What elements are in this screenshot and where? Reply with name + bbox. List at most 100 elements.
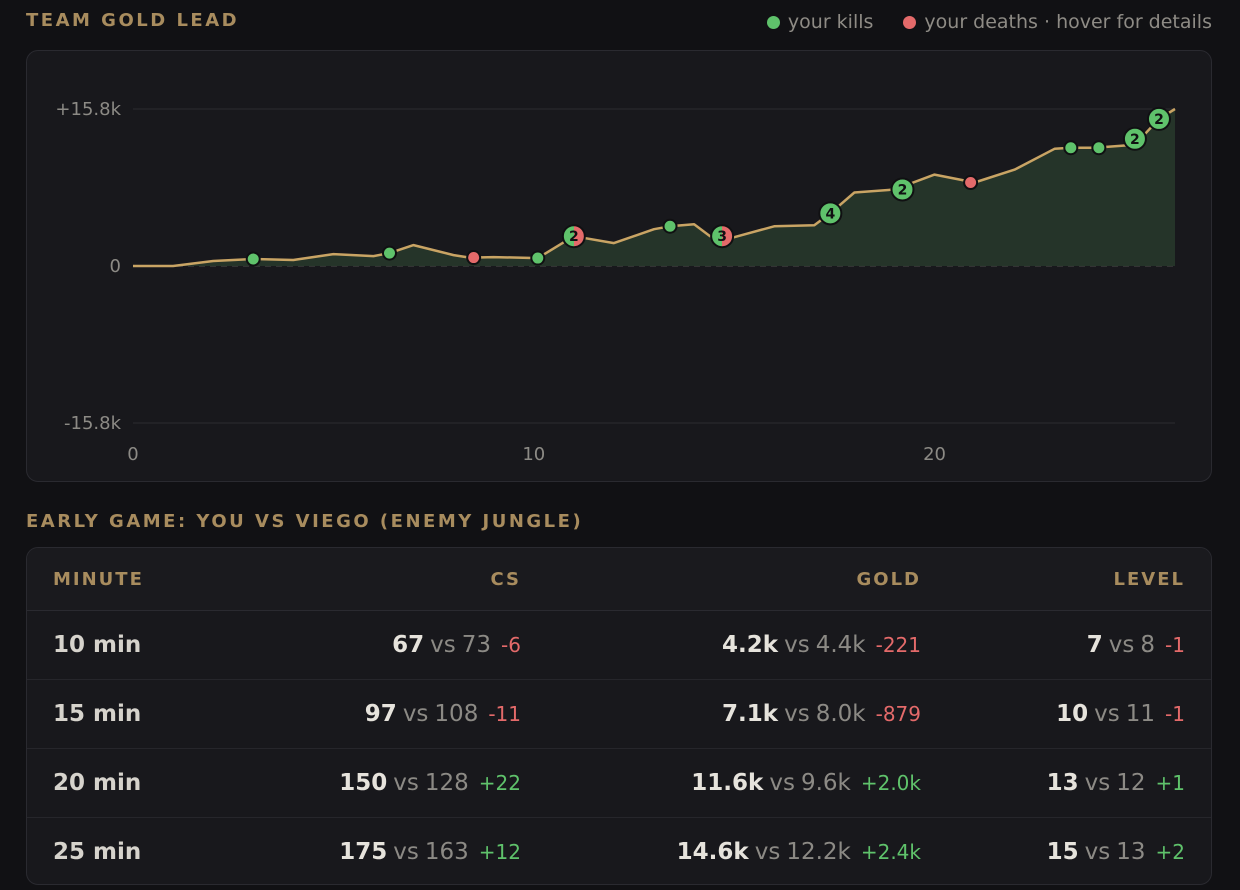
- kill-event-marker: [530, 250, 546, 266]
- cs-diff-value: -6: [501, 633, 521, 657]
- kill-event-marker: [1122, 126, 1147, 151]
- event-count-label: 2: [898, 182, 908, 198]
- x-tick-label: 0: [127, 444, 138, 465]
- deaths-legend-label: your deaths · hover for details: [924, 11, 1212, 33]
- y-tick-label: +15.8k: [55, 99, 121, 120]
- table-header-row: MINUTE CS GOLD LEVEL: [27, 548, 1211, 611]
- gold-lead-title: TEAM GOLD LEAD: [26, 10, 240, 31]
- level-you-value: 7: [1086, 632, 1103, 658]
- vs-label: vs: [1084, 770, 1111, 796]
- cs-diff-value: -11: [488, 702, 521, 726]
- kill-event-marker: [1146, 106, 1171, 131]
- level-you-value: 15: [1046, 839, 1079, 865]
- gold-lead-area: [133, 109, 1175, 266]
- gold-cell: 4.2k vs 4.4k -221: [547, 610, 947, 680]
- vs-label: vs: [430, 632, 456, 658]
- cs-you-value: 175: [339, 839, 388, 865]
- death-event-marker: [466, 250, 482, 266]
- event-count-label: 2: [1154, 112, 1164, 128]
- level-diff-value: +2: [1155, 840, 1185, 864]
- gold-lead-chart-card: +15.8k 0 -15.8k 0 10 20 2 3 4 2 2 2: [26, 50, 1212, 482]
- early-game-table-card: MINUTE CS GOLD LEVEL 10 min 67 vs 73 -6 4.2k v…: [26, 547, 1212, 885]
- level-diff-value: +1: [1155, 771, 1185, 795]
- x-tick-label: 20: [923, 444, 946, 465]
- gold-you-value: 11.6k: [691, 770, 764, 796]
- vs-label: vs: [393, 839, 419, 865]
- vs-label: vs: [769, 770, 795, 796]
- event-count-label: 2: [569, 229, 579, 245]
- kill-event-marker: [1063, 140, 1079, 156]
- level-enemy-value: 8: [1140, 632, 1156, 658]
- gold-lead-line: [133, 107, 1176, 268]
- kill-event-marker: [1091, 140, 1107, 156]
- early-game-table: MINUTE CS GOLD LEVEL 10 min 67 vs 73 -6 4.2k v…: [27, 548, 1211, 885]
- gold-enemy-value: 8.0k: [815, 701, 866, 727]
- kill-event-marker: [818, 201, 843, 226]
- table-row: 20 min 150 vs 128 +22 11.6k vs 9.6k +2.0k 13 vs 12 +…: [27, 748, 1211, 818]
- kill-event-marker: [245, 251, 261, 267]
- level-enemy-value: 11: [1125, 701, 1156, 727]
- kill-event-marker: [662, 218, 678, 234]
- level-diff-value: -1: [1165, 633, 1185, 657]
- cs-cell: 97 vs 108 -11: [187, 679, 547, 749]
- cs-cell: 175 vs 163 +12: [187, 818, 547, 885]
- level-enemy-value: 13: [1116, 839, 1146, 865]
- cs-you-value: 67: [392, 632, 425, 658]
- vs-label: vs: [393, 770, 419, 796]
- table-row: 10 min 67 vs 73 -6 4.2k vs 4.4k -221 7 vs 8 -1: [27, 610, 1211, 680]
- gold-you-value: 14.6k: [676, 839, 749, 865]
- level-enemy-value: 12: [1116, 770, 1146, 796]
- level-diff-value: -1: [1165, 702, 1185, 726]
- gold-enemy-value: 4.4k: [815, 632, 866, 658]
- gold-enemy-value: 9.6k: [800, 770, 851, 796]
- table-row: 15 min 97 vs 108 -11 7.1k vs 8.0k -879 10 vs 11 -1: [27, 679, 1211, 749]
- cs-enemy-value: 163: [424, 839, 469, 865]
- cs-enemy-value: 128: [424, 770, 469, 796]
- header-minute: MINUTE: [27, 548, 187, 611]
- cs-enemy-value: 108: [434, 701, 479, 727]
- event-count-label: 2: [1130, 132, 1140, 148]
- mixed-event-marker: [561, 224, 586, 249]
- vs-label: vs: [1084, 839, 1111, 865]
- level-cell: 10 vs 11 -1: [947, 679, 1211, 749]
- event-count-label: 3: [717, 229, 727, 245]
- chart-legend: your kills your deaths · hover for detai…: [766, 11, 1212, 33]
- vs-label: vs: [784, 632, 810, 658]
- gold-you-value: 4.2k: [722, 632, 779, 658]
- y-tick-label: -15.8k: [64, 413, 122, 434]
- cs-cell: 150 vs 128 +22: [187, 748, 547, 818]
- cs-you-value: 150: [339, 770, 388, 796]
- mixed-event-marker: [710, 224, 735, 249]
- vs-label: vs: [1108, 632, 1135, 658]
- gold-cell: 14.6k vs 12.2k +2.4k: [547, 818, 947, 885]
- cs-diff-value: +12: [478, 840, 521, 864]
- vs-label: vs: [1094, 701, 1120, 727]
- vs-label: vs: [784, 701, 810, 727]
- gold-enemy-value: 12.2k: [786, 839, 851, 865]
- gold-diff-value: +2.4k: [860, 840, 921, 864]
- header-cs: CS: [187, 548, 547, 611]
- early-game-title: EARLY GAME: YOU VS VIEGO (ENEMY JUNGLE): [26, 511, 584, 532]
- gold-cell: 7.1k vs 8.0k -879: [547, 679, 947, 749]
- event-count-label: 4: [825, 206, 835, 222]
- header-level: LEVEL: [947, 548, 1211, 611]
- minute-cell: 15 min: [27, 679, 187, 749]
- vs-label: vs: [402, 701, 429, 727]
- level-cell: 13 vs 12 +1: [947, 748, 1211, 818]
- kill-event-marker: [381, 245, 397, 261]
- minute-cell: 10 min: [27, 610, 187, 680]
- gold-diff-value: -221: [875, 633, 921, 657]
- cs-you-value: 97: [364, 701, 397, 727]
- minute-cell: 25 min: [53, 839, 142, 865]
- kills-legend-label: your kills: [787, 11, 874, 33]
- cs-cell: 67 vs 73 -6: [187, 610, 547, 680]
- minute-cell: 20 min: [27, 748, 187, 818]
- level-you-value: 10: [1056, 701, 1089, 727]
- vs-label: vs: [754, 839, 781, 865]
- death-legend-dot-icon: [903, 15, 917, 29]
- level-cell: 7 vs 8 -1: [947, 610, 1211, 680]
- level-you-value: 13: [1046, 770, 1079, 796]
- gold-you-value: 7.1k: [722, 701, 779, 727]
- table-row: 25 min 175 vs 163 +12 14.6k vs 12.2k +2.4k 15 vs 13…: [27, 818, 1211, 885]
